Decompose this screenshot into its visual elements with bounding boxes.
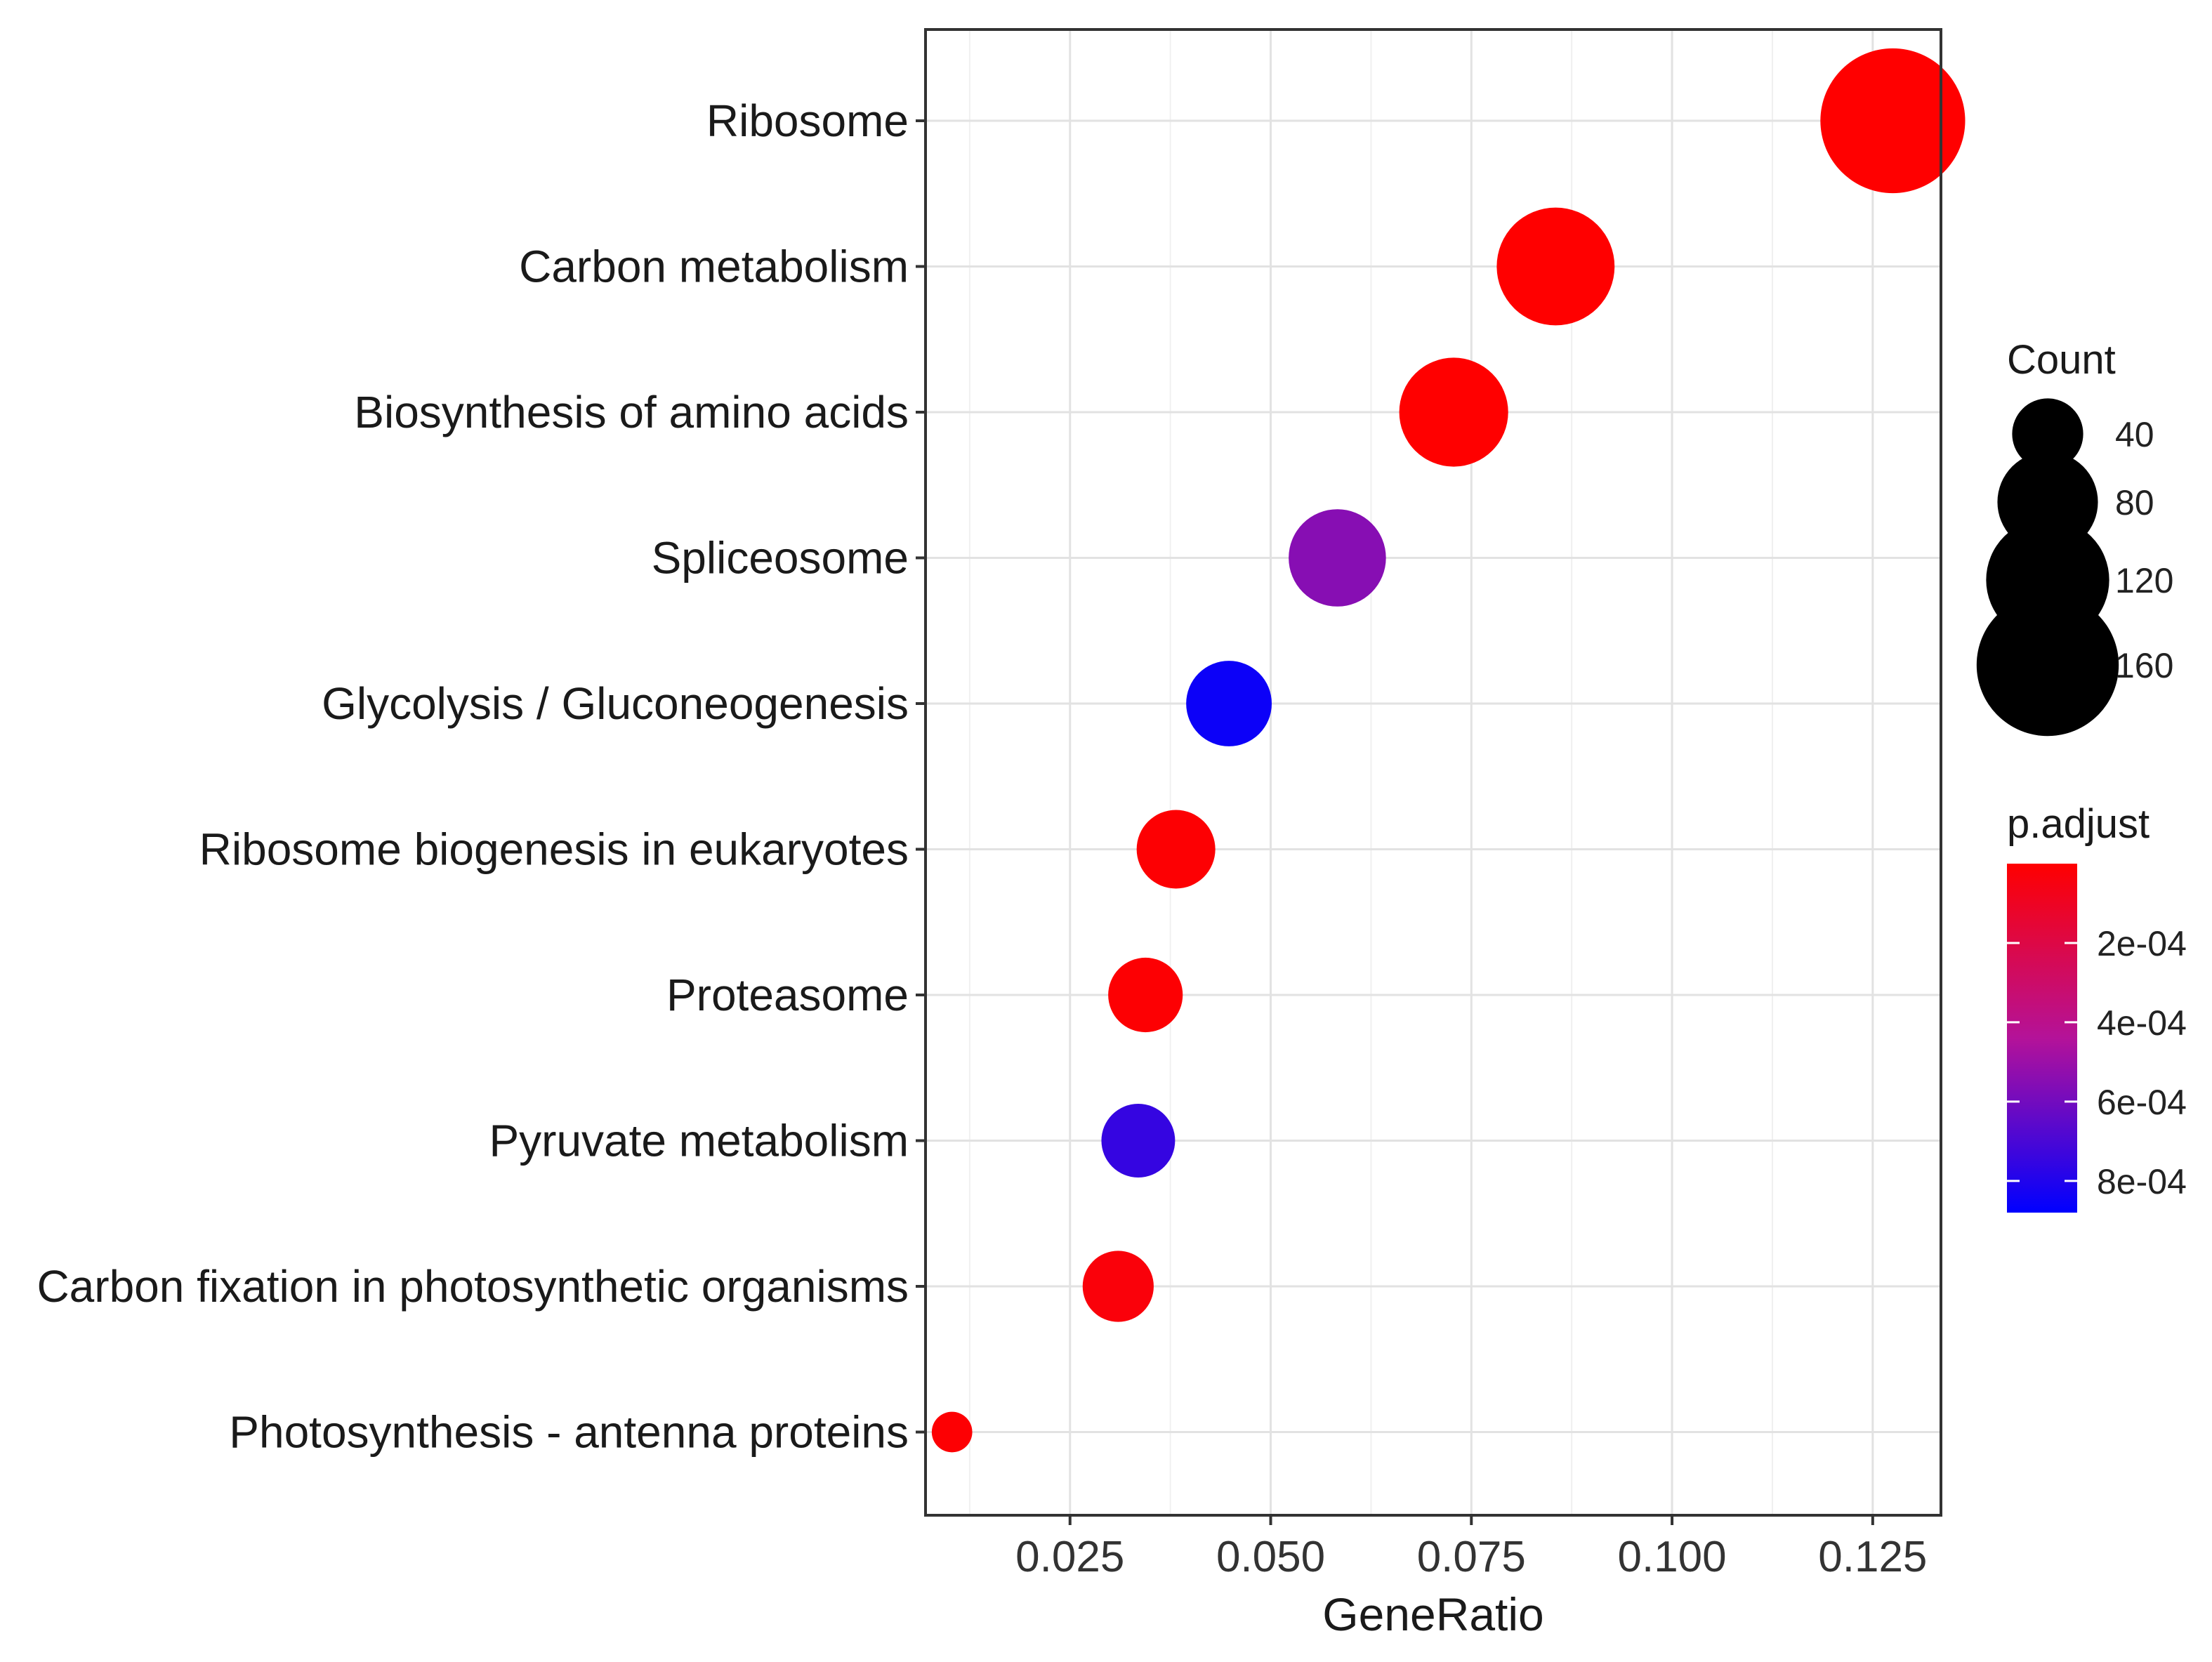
data-point [1082,1251,1154,1322]
count-legend-dot [2012,398,2083,470]
padjust-legend: p.adjust 2e-04 4e-04 6e-04 8e-04 [2007,801,2187,1213]
count-legend-label: 120 [2115,561,2173,600]
x-tick-label: 0.075 [1417,1533,1526,1581]
y-axis-label: Photosynthesis - antenna proteins [229,1407,909,1458]
count-legend-dot [1976,593,2119,737]
count-legend-label: 160 [2115,646,2173,685]
x-tick-label: 0.050 [1216,1533,1325,1581]
x-tick-label: 0.125 [1818,1533,1927,1581]
data-point [1108,957,1183,1033]
count-legend-label: 80 [2115,483,2154,522]
y-axis-labels: Ribosome Carbon metabolism Biosynthesis of… [37,95,926,1458]
y-axis-label: Spliceosome [652,533,909,583]
x-axis-title: GeneRatio [1322,1588,1544,1640]
y-axis-label: Ribosome [706,95,909,146]
data-point [1399,357,1508,467]
colorbar-label: 4e-04 [2097,1003,2187,1043]
y-axis-label: Biosynthesis of amino acids [354,387,909,437]
data-point [931,1411,973,1453]
colorbar-label: 2e-04 [2097,924,2187,963]
padjust-colorbar [2007,864,2077,1213]
data-point [1289,509,1386,607]
data-points [931,48,1966,1453]
y-axis-label: Carbon metabolism [519,242,909,292]
data-point [1101,1104,1176,1178]
padjust-legend-title: p.adjust [2007,801,2150,847]
count-legend-label: 40 [2115,415,2154,454]
x-axis-ticks: 0.025 0.050 0.075 0.100 0.125 [1015,1515,1927,1581]
y-axis-label: Glycolysis / Gluconeogenesis [322,678,909,729]
count-legend: Count 40 80 120 160 [1976,337,2173,737]
y-axis-label: Ribosome biogenesis in eukaryotes [199,824,909,875]
x-tick-label: 0.100 [1617,1533,1726,1581]
data-point [1186,661,1272,746]
data-point [1820,48,1966,194]
x-tick-label: 0.025 [1015,1533,1124,1581]
count-legend-title: Count [2007,337,2116,383]
data-point [1136,810,1216,889]
y-axis-label: Pyruvate metabolism [489,1116,909,1166]
y-axis-label: Carbon fixation in photosynthetic organi… [37,1261,909,1312]
grid-lines [926,29,1941,1515]
colorbar-label: 6e-04 [2097,1083,2187,1122]
y-axis-label: Proteasome [666,970,909,1020]
plot-panel-border [924,28,1942,1517]
data-point [1496,207,1615,326]
colorbar-label: 8e-04 [2097,1162,2187,1201]
